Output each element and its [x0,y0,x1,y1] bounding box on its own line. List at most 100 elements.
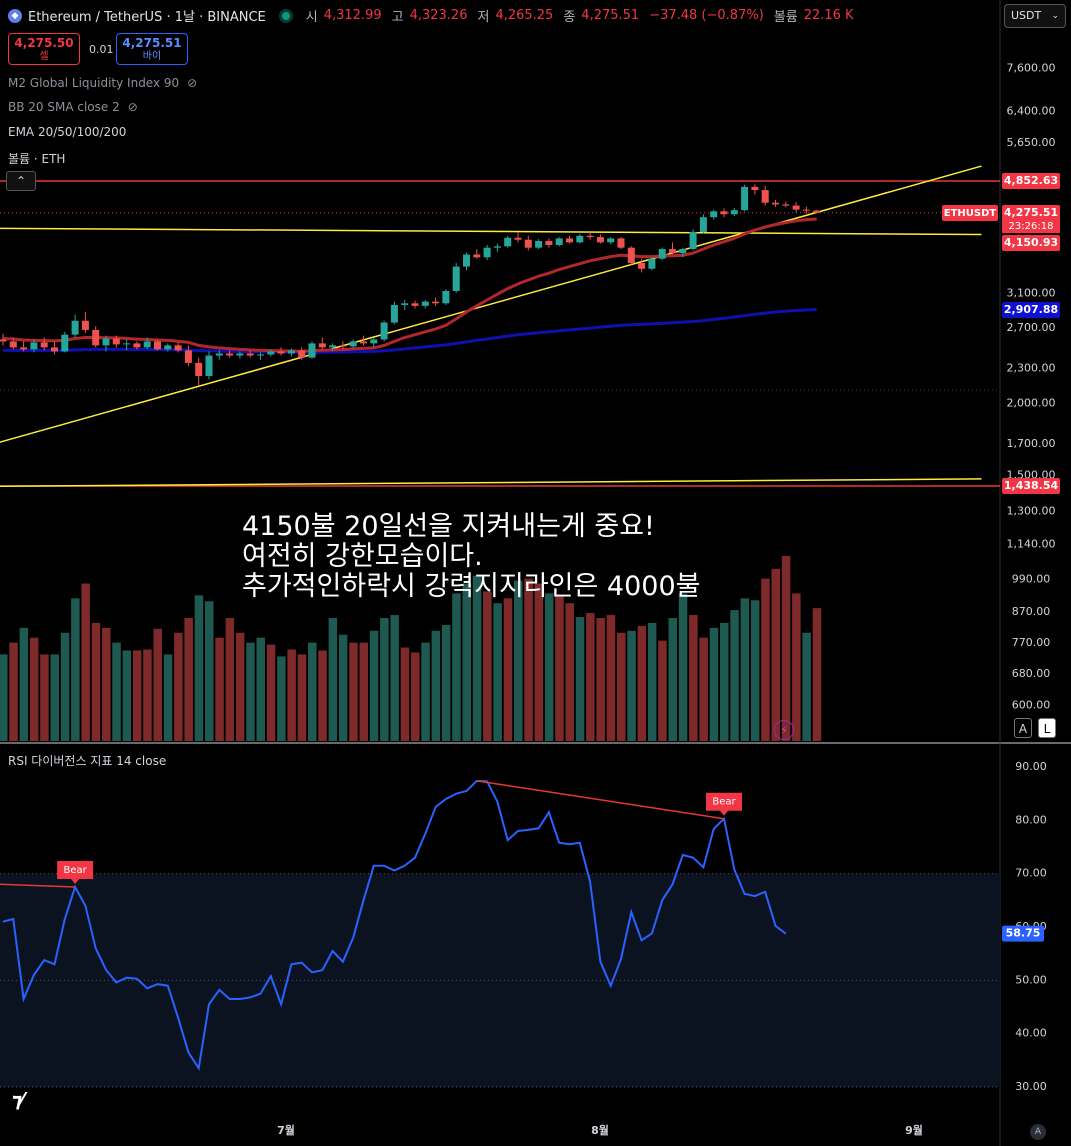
candle [401,303,409,306]
trend-line[interactable] [0,227,982,236]
candle [61,334,69,352]
price-tick-label: 1,140.00 [1007,537,1056,550]
spread-value: 0.01 [89,43,114,56]
candle [215,353,223,356]
volume-bar [792,593,801,741]
price-tick-label: 6,400.00 [1007,105,1056,118]
change-value: −37.48 (−0.87%) [649,8,764,23]
volume-bar [627,630,636,741]
currency-select[interactable]: USDT ⌄ [1004,4,1066,28]
buy-label: 바이 [142,51,162,62]
volume-bar [60,632,70,741]
candle [648,258,656,269]
eye-crossed-icon[interactable]: ⊘ [127,100,138,114]
chevron-down-icon: ⌄ [1051,11,1059,21]
candle [421,301,429,306]
lightning-icon[interactable]: ⚡ [774,720,794,740]
auto-scale-button[interactable]: A [1014,718,1032,738]
price-label-tag [1002,220,1060,233]
ema-20-line [2,217,817,353]
sell-button[interactable]: 4,275.50 셀 [8,33,80,65]
price-tick-label: 1,700.00 [1007,437,1056,450]
price-label-tag [1002,478,1060,494]
trend-line[interactable] [0,478,982,488]
volume-bar [503,598,513,741]
indicator-bollinger[interactable]: BB 20 SMA close 2 ⊘ [8,100,138,114]
volume-bar [256,637,265,741]
price-label-text: 4,275.51 [1004,206,1058,219]
volume-bar [462,583,471,741]
volume-bar [277,656,286,741]
candle [370,339,378,344]
eye-crossed-icon[interactable]: ⊘ [187,76,198,90]
candle [493,246,501,248]
volume-bar [328,617,338,741]
candle [782,204,790,206]
volume-bar [71,598,80,741]
close-value: 4,275.51 [581,8,640,23]
volume-bar [318,650,327,741]
price-label-text: ETHUSDT [944,208,997,219]
volume-bar [483,591,492,741]
trend-line[interactable] [0,165,982,447]
candle [772,202,779,205]
symbol-title[interactable]: Ethereum / TetherUS · 1날 · BINANCE [28,10,266,25]
indicator-volume[interactable]: 볼륨 · ETH [8,150,65,167]
volume-bar [452,593,461,741]
candle [555,238,563,245]
candle [658,249,666,259]
candle [607,238,615,243]
price-tick-label: 600.00 [1012,698,1051,711]
volume-bar [40,654,49,741]
price-label-text: 4,150.93 [1004,236,1058,249]
candle [751,186,759,191]
volume-bar [143,649,152,741]
candle [576,235,584,243]
price-tick-label: 3,100.00 [1007,286,1056,299]
volume-bar [29,637,39,741]
candle [504,237,512,247]
price-tick-label: 5,650.00 [1007,136,1056,149]
volume-bar [514,580,523,741]
collapse-legend-button[interactable]: ⌃ [6,171,36,191]
price-label-tag [1002,205,1060,221]
candle [9,341,17,348]
volume-bar [431,630,441,741]
volume-label: 볼륨 [773,10,798,25]
volume-bar [709,627,719,741]
time-tick-label: 8월 [591,1123,609,1137]
candle [71,320,79,335]
bear-badge-text: Bear [712,797,736,808]
candle [226,353,234,356]
indicator-ema[interactable]: EMA 20/50/100/200 [8,125,126,139]
candle [0,339,7,342]
time-tick-label: 7월 [277,1123,295,1137]
market-status-icon[interactable] [281,11,290,20]
candle [236,353,244,356]
sell-price: 4,275.50 [14,36,74,50]
annotation-text[interactable]: 4150불 20일선을 지켜내는게 중요! 여전히 강한모습이다. 추가적인하락… [242,512,700,602]
candle [20,347,28,350]
volume-bar [0,654,8,741]
volume-bar [194,595,204,741]
volume-bar [678,593,688,741]
candle [154,341,161,350]
candle [92,329,100,346]
price-label-tag [1002,173,1060,189]
indicator-m2-liquidity[interactable]: M2 Global Liquidity Index 90 ⊘ [8,76,197,90]
log-scale-button[interactable]: L [1038,718,1056,738]
candle [277,351,285,354]
corner-auto-button[interactable]: A [1030,1124,1046,1140]
volume-bar [802,632,811,741]
rsi-title[interactable]: RSI 다이버전스 지표 14 close [8,754,167,768]
high-label: 고 [391,10,404,25]
volume-bar [596,617,605,741]
buy-button[interactable]: 4,275.51 바이 [116,33,188,65]
candle [123,343,131,345]
rsi-tick-label: 50.00 [1015,973,1047,986]
tradingview-logo-icon[interactable]: ⁊⁄ [12,1088,24,1112]
rsi-tick-label: 70.00 [1015,867,1047,880]
candle [452,266,460,291]
volume-bar [668,617,677,741]
